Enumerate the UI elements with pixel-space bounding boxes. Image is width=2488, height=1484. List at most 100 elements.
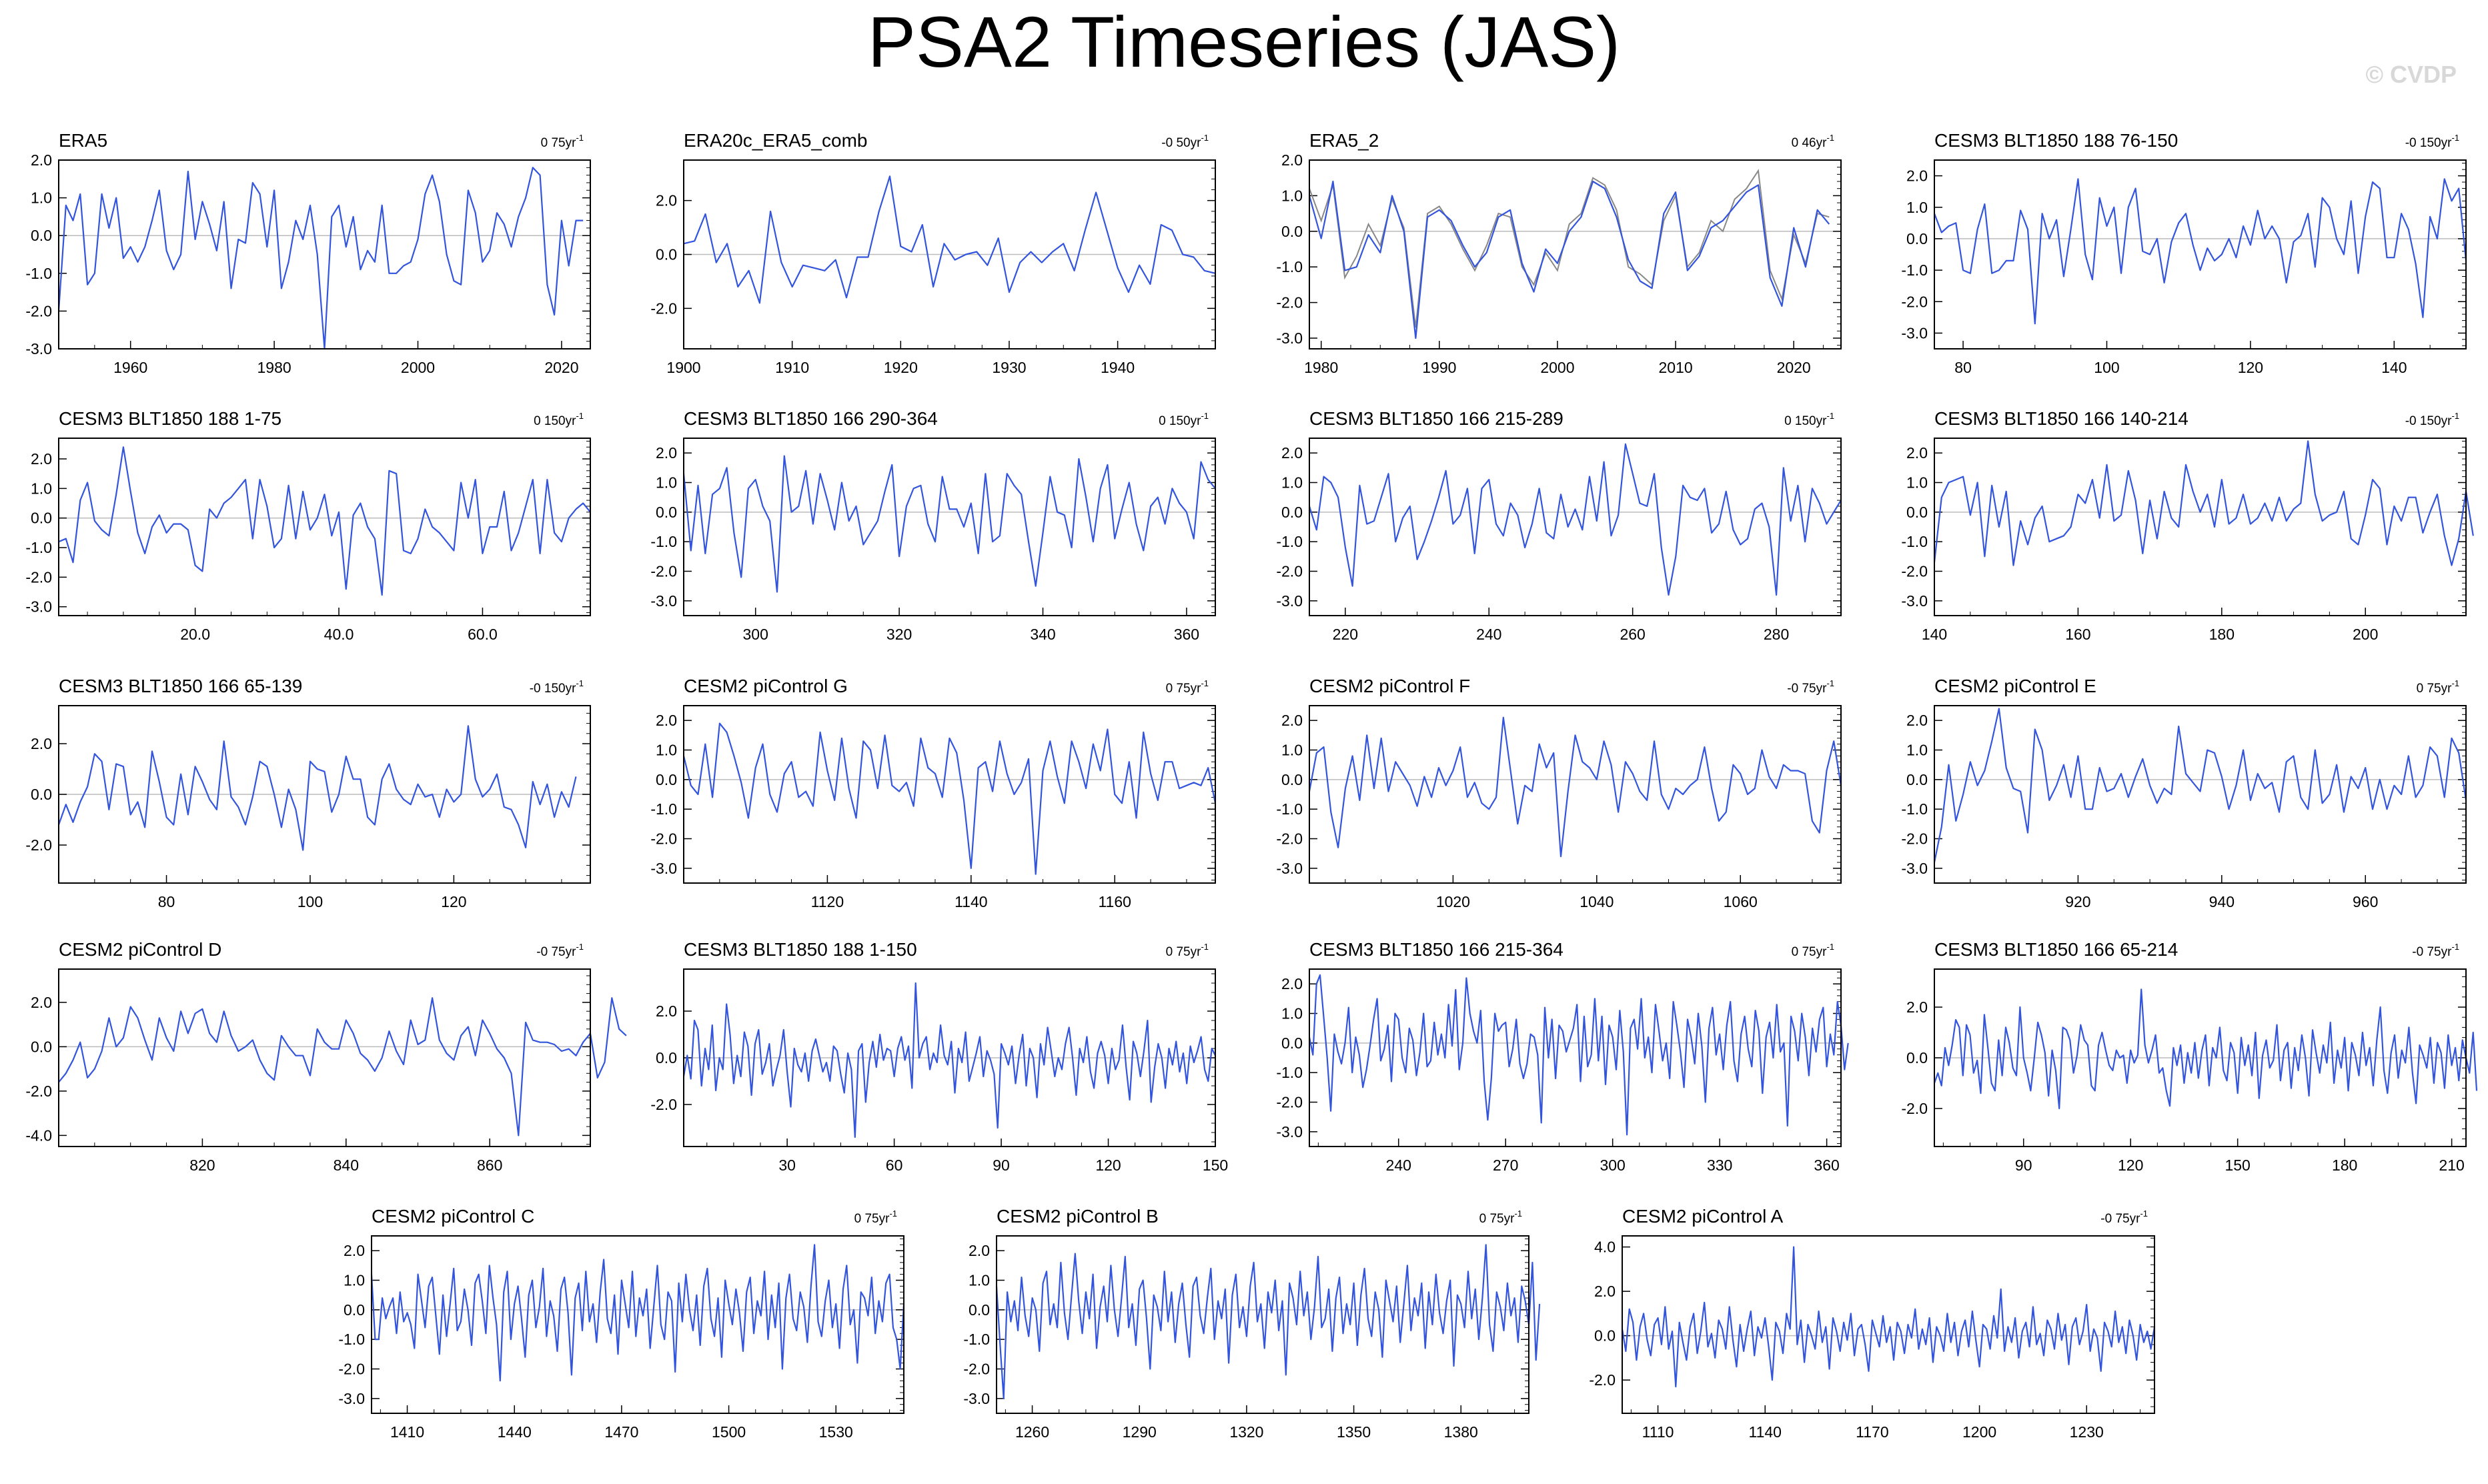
trend-unit: -1 <box>576 133 584 143</box>
x-tick-label: 1290 <box>1123 1423 1157 1441</box>
panel-9: CESM3 BLT1850 166 65-139 -0 150yr-1 2.0 0.0… <box>25 676 591 910</box>
panel-14: CESM3 BLT1850 188 1-150 0 75yr-1 2.0 0.0 -2.… <box>650 939 1228 1174</box>
y-tick-label: -1.0 <box>650 800 677 818</box>
x-tick-label: 220 <box>1333 626 1358 643</box>
y-tick-label: 0.0 <box>656 246 677 263</box>
panels-group: ERA5 0 75yr-1 2.0 1.0 0.0 -1.0 -2.0 -3.0 1960 198… <box>25 130 2478 1441</box>
x-tick-label: 840 <box>334 1157 359 1174</box>
trend-unit: -1 <box>2451 411 2459 421</box>
panel-title: CESM3 BLT1850 166 65-214 <box>1934 939 2178 960</box>
plot-frame <box>1934 159 2467 349</box>
x-tick-label: 320 <box>886 626 912 643</box>
panel-title: CESM3 BLT1850 166 290-364 <box>684 408 938 429</box>
plot-frame <box>1309 705 1842 884</box>
trend-label: -0 50yr-1 <box>1161 133 1209 150</box>
y-tick-label: 1.0 <box>1281 187 1303 204</box>
y-tick-label: -2.0 <box>963 1361 990 1378</box>
y-tick-label: 2.0 <box>1906 998 1928 1016</box>
trend-label: 0 150yr-1 <box>1159 411 1209 428</box>
x-tick-label: 1120 <box>811 893 844 910</box>
plot-frame <box>58 438 591 616</box>
series-line <box>58 997 627 1137</box>
x-tick-label: 150 <box>1203 1157 1228 1174</box>
y-tick-label: -2.0 <box>1901 830 1928 848</box>
y-tick-label: -3.0 <box>338 1390 365 1407</box>
x-tick-label: 960 <box>2353 893 2378 910</box>
x-tick-label: 140 <box>2381 359 2407 376</box>
y-tick-label: 2.0 <box>1281 444 1303 462</box>
series-line <box>1933 988 2478 1110</box>
y-tick-label: 0.0 <box>969 1301 990 1319</box>
x-tick-label: 200 <box>2353 626 2378 643</box>
trend-label: 0 75yr-1 <box>1792 942 1834 959</box>
x-tick-label: 1470 <box>604 1423 638 1441</box>
x-tick-label: 260 <box>1620 626 1645 643</box>
panel-7: CESM3 BLT1850 166 215-289 0 150yr-1 2.0 1.0… <box>1276 408 1842 643</box>
trend-label: -0 150yr-1 <box>2405 411 2459 428</box>
trend-unit: -1 <box>1514 1209 1522 1219</box>
y-tick-label: 2.0 <box>1906 167 1928 185</box>
panel-15: CESM3 BLT1850 166 215-364 0 75yr-1 2.0 1.0 0… <box>1276 939 1849 1174</box>
trend-unit: -1 <box>1201 133 1209 143</box>
y-tick-label: 0.0 <box>1281 504 1303 521</box>
panel-title: CESM3 BLT1850 166 140-214 <box>1934 408 2189 429</box>
x-tick-label: 60.0 <box>468 626 498 643</box>
x-tick-label: 90 <box>2015 1157 2032 1174</box>
series-line <box>370 1244 905 1382</box>
y-tick-label: 0.0 <box>1906 771 1928 788</box>
x-tick-label: 1990 <box>1422 359 1456 376</box>
y-tick-label: -1.0 <box>963 1331 990 1348</box>
x-tick-label: 1140 <box>1748 1423 1781 1441</box>
y-tick-label: -2.0 <box>1276 830 1303 848</box>
y-tick-label: -1.0 <box>1276 800 1303 818</box>
y-tick-label: 1.0 <box>1906 199 1928 216</box>
x-tick-label: 1350 <box>1337 1423 1371 1441</box>
y-tick-label: 2.0 <box>656 444 677 462</box>
y-tick-label: 0.0 <box>31 1038 52 1055</box>
trend-label: 0 150yr-1 <box>1784 411 1834 428</box>
panel-12: CESM2 piControl E 0 75yr-1 2.0 1.0 0.0 -1.0 -2… <box>1901 676 2467 910</box>
panel-17: CESM2 piControl C 0 75yr-1 2.0 1.0 0.0 -1.0 -2… <box>338 1206 905 1441</box>
trend-unit: -1 <box>2451 678 2459 688</box>
x-tick-label: 300 <box>1600 1157 1625 1174</box>
y-tick-label: 2.0 <box>1906 444 1928 462</box>
trend-unit: -1 <box>1826 133 1834 143</box>
y-tick-label: -2.0 <box>25 1082 52 1100</box>
y-tick-label: 0.0 <box>656 504 677 521</box>
y-tick-label: -2.0 <box>1276 294 1303 311</box>
plot-frame <box>1309 968 1842 1147</box>
y-tick-label: -1.0 <box>25 539 52 556</box>
x-tick-label: 180 <box>2209 626 2235 643</box>
x-tick-label: 1260 <box>1015 1423 1049 1441</box>
x-tick-label: 160 <box>2065 626 2090 643</box>
x-tick-label: 80 <box>1954 359 1972 376</box>
y-tick-label: 0.0 <box>31 786 52 803</box>
x-tick-label: 340 <box>1030 626 1055 643</box>
series-line <box>682 982 1216 1139</box>
x-tick-label: 1320 <box>1229 1423 1263 1441</box>
y-tick-label: -1.0 <box>650 533 677 550</box>
y-tick-label: -4.0 <box>25 1127 52 1144</box>
x-tick-label: 60 <box>886 1157 903 1174</box>
watermark: © CVDP <box>2365 61 2457 88</box>
trend-unit: -1 <box>889 1209 897 1219</box>
plot-frame <box>1934 438 2467 616</box>
trend-unit: -1 <box>1201 942 1209 952</box>
x-tick-label: 940 <box>2209 893 2235 910</box>
plot-frame <box>683 438 1216 616</box>
y-tick-label: 2.0 <box>31 994 52 1011</box>
x-tick-label: 2020 <box>1777 359 1811 376</box>
x-tick-label: 90 <box>993 1157 1010 1174</box>
series-line-secondary <box>1309 169 1830 328</box>
y-tick-label: -2.0 <box>650 299 677 317</box>
trend-label: -0 75yr-1 <box>2100 1209 2148 1226</box>
y-tick-label: 2.0 <box>344 1242 365 1259</box>
plot-frame <box>683 968 1216 1147</box>
x-tick-label: 330 <box>1707 1157 1732 1174</box>
y-tick-label: 0.0 <box>1281 771 1303 788</box>
x-tick-label: 100 <box>297 893 323 910</box>
y-tick-label: 1.0 <box>1281 474 1303 492</box>
y-tick-label: -3.0 <box>1901 324 1928 341</box>
y-tick-label: 1.0 <box>969 1272 990 1289</box>
y-tick-label: 0.0 <box>31 227 52 244</box>
